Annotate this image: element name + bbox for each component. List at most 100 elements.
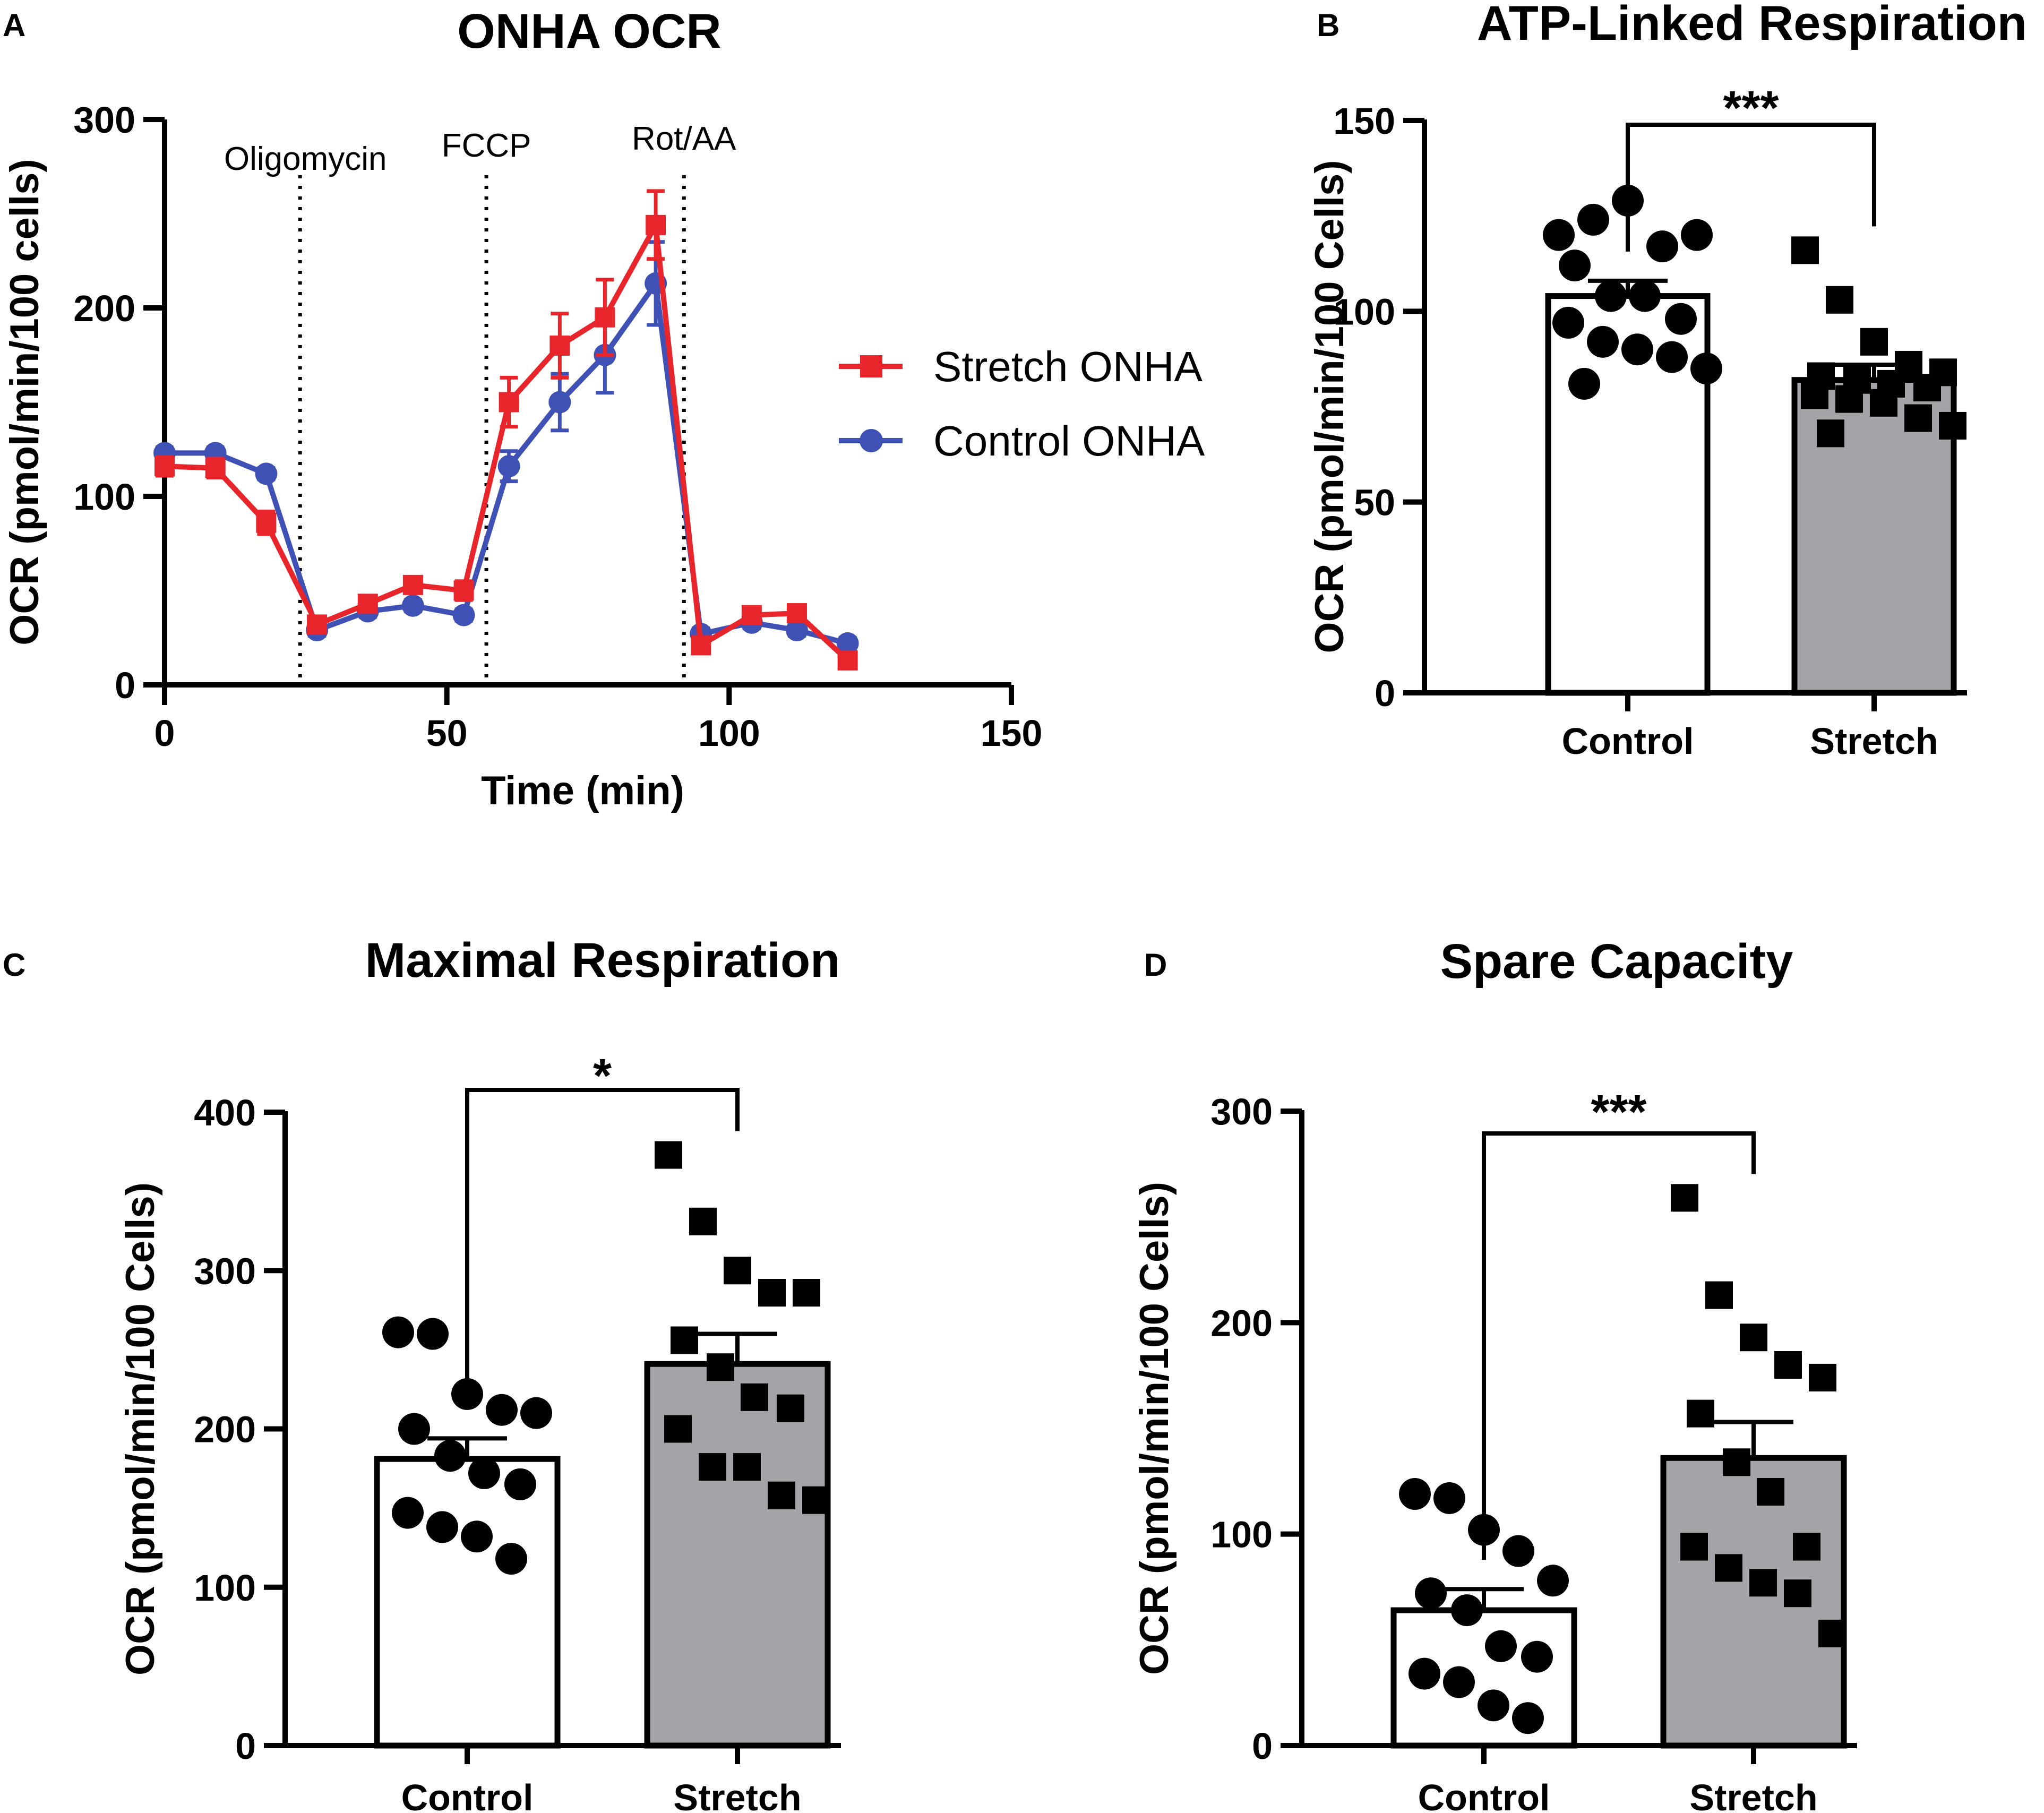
y-tick-label: 300	[1210, 1091, 1273, 1132]
y-tick-label: 0	[1375, 673, 1395, 714]
data-point	[646, 214, 666, 235]
data-point	[1809, 1363, 1836, 1391]
data-point	[504, 1468, 536, 1500]
significance-bracket	[1626, 123, 1876, 252]
y-tick-label: 200	[73, 288, 135, 329]
data-point	[1478, 1689, 1509, 1722]
data-point	[777, 1394, 804, 1422]
data-point	[402, 574, 423, 595]
data-point	[1904, 404, 1932, 432]
y-tick-label: 100	[194, 1567, 256, 1609]
injection-label: FCCP	[442, 127, 531, 164]
injection-label: Rot/AA	[632, 121, 736, 157]
data-point	[1784, 1579, 1811, 1608]
data-point	[1629, 280, 1661, 312]
category-label: Control	[401, 1777, 534, 1813]
category-label: Stretch	[673, 1777, 801, 1813]
data-point	[392, 1497, 424, 1529]
significance-bracket	[1482, 1131, 1756, 1560]
data-point	[497, 455, 520, 478]
data-point	[1939, 411, 1966, 440]
series-stretch-onha	[154, 189, 858, 671]
data-point	[154, 456, 175, 477]
data-point	[1687, 1399, 1714, 1428]
data-point	[468, 1457, 500, 1490]
data-point	[689, 1207, 717, 1235]
legend-marker	[860, 429, 883, 452]
data-point	[664, 1415, 692, 1443]
data-point	[1681, 219, 1713, 251]
data-point	[1818, 1619, 1846, 1647]
panel-letter-c: C	[3, 947, 25, 983]
y-tick-label: 150	[1333, 100, 1395, 142]
chart-title: Maximal Respiration	[365, 933, 840, 987]
data-point	[434, 1440, 466, 1472]
data-point	[1749, 1569, 1777, 1597]
data-point	[1656, 341, 1688, 373]
data-point	[486, 1394, 518, 1426]
data-point	[357, 594, 378, 614]
significance-label: ***	[1723, 82, 1779, 135]
data-point	[1568, 367, 1600, 400]
y-tick-label: 300	[73, 99, 135, 141]
data-point	[1552, 306, 1584, 339]
points-control	[1543, 184, 1722, 400]
category-label: Control	[1562, 720, 1694, 762]
data-point	[1502, 1535, 1534, 1567]
data-point	[1577, 203, 1609, 236]
data-point	[520, 1397, 552, 1429]
injection-label: Oligomycin	[224, 141, 387, 177]
data-point	[548, 391, 571, 414]
x-tick-label: 150	[981, 712, 1043, 754]
data-point	[1433, 1482, 1465, 1514]
significance-label: *	[593, 1050, 612, 1103]
series-control-onha	[153, 240, 859, 655]
y-tick-label: 100	[73, 476, 135, 518]
data-point	[1537, 1565, 1569, 1597]
legend-marker	[860, 355, 882, 377]
data-point	[426, 1511, 458, 1543]
data-point	[1793, 1533, 1820, 1561]
data-point	[595, 307, 615, 328]
data-point	[1913, 374, 1941, 402]
data-point	[549, 336, 570, 356]
y-tick-label: 200	[194, 1409, 256, 1450]
data-point	[1559, 250, 1591, 282]
panel-letter-d: D	[1144, 947, 1167, 983]
y-tick-label: 300	[194, 1250, 256, 1292]
legend-label: Control ONHA	[933, 417, 1205, 465]
y-axis-label: OCR (pmol/min/100 Cells)	[118, 1182, 163, 1675]
data-point	[255, 462, 278, 485]
data-point	[401, 594, 424, 617]
data-point	[768, 1481, 795, 1509]
data-point	[786, 603, 807, 624]
data-point	[793, 1279, 820, 1307]
data-point	[1715, 1554, 1742, 1582]
data-point	[1409, 1657, 1440, 1690]
category-label: Control	[1418, 1777, 1550, 1813]
y-tick-label: 200	[1210, 1302, 1273, 1344]
panel-c: C Maximal Respiration 0 100 200 300 400 Control…	[3, 933, 841, 1813]
series-line	[164, 216, 850, 663]
data-point	[1870, 389, 1897, 417]
data-point	[1835, 385, 1863, 413]
points-stretch	[1671, 1184, 1846, 1647]
y-tick-label: 0	[115, 665, 135, 706]
data-point	[1860, 328, 1888, 356]
significance-label: ***	[1591, 1086, 1646, 1139]
data-point	[1705, 1281, 1733, 1309]
data-point	[785, 619, 808, 642]
y-axis-label: OCR (pmol/min/100 Cells)	[1307, 160, 1352, 653]
data-point	[256, 512, 277, 533]
data-point	[1451, 1594, 1483, 1627]
data-point	[1485, 1630, 1517, 1662]
data-point	[1587, 325, 1619, 358]
x-tick-label: 50	[426, 712, 468, 754]
data-point	[1690, 353, 1722, 385]
data-point	[758, 1279, 786, 1307]
data-point	[1415, 1577, 1447, 1610]
chart-title: ATP-Linked Respiration	[1477, 0, 2027, 50]
data-point	[499, 392, 519, 413]
panel-d: D Spare Capacity 0 100 200 300 Control Stretch O…	[1132, 934, 1857, 1813]
